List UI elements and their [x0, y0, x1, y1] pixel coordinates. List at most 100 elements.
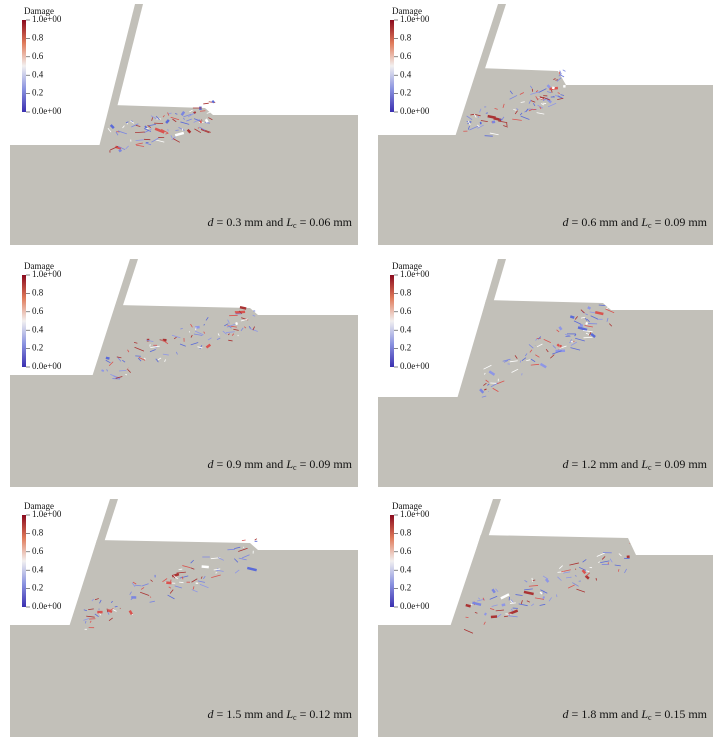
crack — [242, 540, 246, 541]
colorbar-tick-label: 0.8 — [32, 527, 44, 537]
panel: Damage1.0e+000.80.60.40.20.0e+00d = 0.3 … — [10, 4, 358, 245]
colorbar-tick-label: 1.0e+00 — [32, 14, 62, 24]
colorbar-tick-label: 1.0e+00 — [32, 269, 62, 279]
colorbar-tick-label: 0.8 — [400, 527, 412, 537]
colorbar-tick-label: 0.2 — [400, 88, 411, 98]
crack — [543, 597, 545, 598]
crack — [119, 150, 121, 152]
crack — [115, 606, 118, 607]
crack — [580, 325, 583, 326]
crack — [485, 614, 487, 615]
colorbar-tick-label: 0.6 — [32, 546, 44, 556]
crack — [471, 604, 472, 605]
crack — [236, 323, 238, 324]
caption-part: = 0.9 mm and — [214, 457, 287, 471]
colorbar-tick-label: 1.0e+00 — [400, 509, 430, 519]
crack — [179, 569, 183, 570]
crack — [553, 87, 554, 89]
crack — [541, 592, 542, 593]
colorbar-tick-label: 0.6 — [400, 546, 412, 556]
caption: d = 1.8 mm and Lc = 0.15 mm — [563, 707, 708, 722]
colorbar-tick-label: 0.6 — [32, 51, 44, 61]
colorbar-tick-label: 0.0e+00 — [400, 106, 430, 116]
caption: d = 1.2 mm and Lc = 0.09 mm — [563, 457, 708, 472]
crack — [200, 121, 201, 122]
caption: d = 0.6 mm and Lc = 0.09 mm — [563, 215, 708, 230]
colorbar-tick-label: 0.8 — [400, 32, 412, 42]
caption-part: = 0.6 mm and — [569, 215, 642, 229]
caption-part: = 0.12 mm — [297, 707, 353, 721]
colorbar-tick-label: 0.4 — [32, 564, 44, 574]
caption: d = 0.9 mm and Lc = 0.09 mm — [208, 457, 353, 472]
colorbar-tick-label: 0.6 — [32, 306, 44, 316]
caption-part: = 1.8 mm and — [569, 707, 642, 721]
crack — [106, 358, 110, 359]
panel: Damage1.0e+000.80.60.40.20.0e+00d = 0.6 … — [378, 4, 713, 245]
colorbar — [22, 20, 26, 112]
colorbar — [390, 20, 394, 112]
colorbar — [22, 275, 26, 367]
colorbar-tick-label: 0.2 — [32, 88, 43, 98]
crack — [202, 567, 209, 568]
caption-part: = 0.09 mm — [652, 457, 708, 471]
crack — [466, 605, 471, 606]
crack — [200, 111, 205, 112]
colorbar-tick-label: 0.4 — [400, 324, 412, 334]
figure: Damage1.0e+000.80.60.40.20.0e+00d = 0.3 … — [0, 0, 715, 737]
colorbar-tick-label: 0.8 — [400, 287, 412, 297]
colorbar-tick-label: 0.4 — [32, 324, 44, 334]
crack — [557, 344, 559, 346]
crack — [586, 323, 588, 324]
crack — [532, 578, 533, 582]
colorbar-tick-label: 1.0e+00 — [400, 269, 430, 279]
crack — [206, 119, 208, 122]
colorbar-tick-label: 0.4 — [32, 69, 44, 79]
crack — [618, 569, 619, 572]
crack — [563, 70, 566, 72]
crack — [166, 583, 171, 584]
caption: d = 1.5 mm and Lc = 0.12 mm — [208, 707, 353, 722]
crack — [179, 582, 183, 583]
colorbar-tick-label: 1.0e+00 — [400, 14, 430, 24]
caption: d = 0.3 mm and Lc = 0.06 mm — [208, 215, 353, 230]
colorbar-tick-label: 0.6 — [400, 51, 412, 61]
colorbar-tick-label: 0.0e+00 — [32, 601, 62, 611]
caption-part: = 0.09 mm — [652, 215, 708, 229]
crack — [240, 307, 246, 308]
crack — [212, 101, 214, 102]
colorbar-tick-label: 1.0e+00 — [32, 509, 62, 519]
crack — [584, 337, 593, 338]
colorbar — [390, 275, 394, 367]
colorbar-tick-label: 0.0e+00 — [32, 106, 62, 116]
crack — [145, 126, 146, 127]
crack — [559, 327, 561, 330]
crack — [488, 116, 496, 118]
panel: Damage1.0e+000.80.60.40.20.0e+00d = 1.5 … — [10, 499, 358, 737]
crack — [510, 603, 516, 604]
colorbar-tick-label: 0.4 — [400, 564, 412, 574]
crack — [595, 312, 603, 314]
crack — [466, 617, 469, 618]
crack — [160, 340, 163, 341]
crack — [255, 539, 257, 540]
crack — [504, 616, 508, 617]
caption-part: = 0.15 mm — [652, 707, 708, 721]
colorbar-tick-label: 0.6 — [400, 306, 412, 316]
colorbar-tick-label: 0.0e+00 — [400, 601, 430, 611]
crack — [486, 113, 488, 114]
colorbar-tick-label: 0.8 — [32, 287, 44, 297]
colorbar-tick-label: 0.0e+00 — [400, 361, 430, 371]
crack — [492, 122, 495, 123]
caption-part: = 0.06 mm — [297, 215, 353, 229]
caption-part: = 1.5 mm and — [214, 707, 287, 721]
colorbar — [390, 515, 394, 607]
crack — [227, 549, 235, 550]
colorbar-tick-label: 0.2 — [400, 583, 411, 593]
panel: Damage1.0e+000.80.60.40.20.0e+00d = 1.2 … — [378, 259, 713, 487]
caption-part: = 1.2 mm and — [569, 457, 642, 471]
crack — [255, 307, 256, 310]
colorbar-tick-label: 0.0e+00 — [32, 361, 62, 371]
colorbar-tick-label: 0.2 — [32, 583, 43, 593]
colorbar-tick-label: 0.8 — [32, 32, 44, 42]
